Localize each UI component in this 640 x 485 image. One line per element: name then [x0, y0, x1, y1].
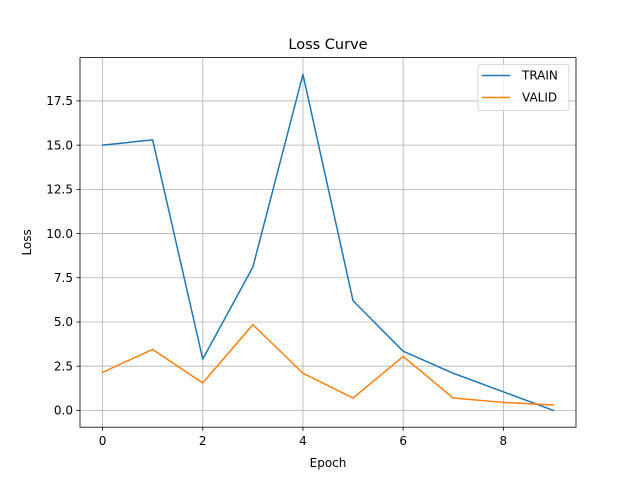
- legend-label-train: TRAIN: [521, 69, 558, 83]
- x-tick-label: 0: [99, 434, 107, 448]
- series-line-train: [101, 73, 555, 412]
- y-tick-label: 7.5: [54, 271, 73, 285]
- x-axis-label: Epoch: [310, 456, 347, 470]
- axes-frame: [79, 57, 577, 428]
- y-tick-label: 2.5: [54, 359, 73, 373]
- y-tick-label: 0.0: [54, 404, 73, 418]
- series-line-valid: [101, 323, 555, 406]
- x-tick-label: 8: [500, 434, 508, 448]
- x-tick-label: 4: [299, 434, 307, 448]
- legend-label-valid: VALID: [522, 91, 557, 105]
- y-axis-label: Loss: [20, 229, 34, 255]
- chart-title: Loss Curve: [288, 37, 367, 53]
- y-tick-label: 17.5: [46, 94, 73, 108]
- ticks: 0 2 4 6 8 0.0 2.5 5.0 7.5 10.0 12.5 15.0 17.5: [46, 94, 507, 448]
- x-tick-label: 2: [199, 434, 207, 448]
- series-lines: [101, 73, 555, 412]
- y-tick-label: 10.0: [46, 227, 73, 241]
- legend: TRAIN VALID: [477, 64, 570, 111]
- y-tick-label: 12.5: [46, 183, 73, 197]
- y-tick-label: 15.0: [46, 138, 73, 152]
- x-tick-label: 6: [399, 434, 407, 448]
- y-tick-label: 5.0: [54, 315, 73, 329]
